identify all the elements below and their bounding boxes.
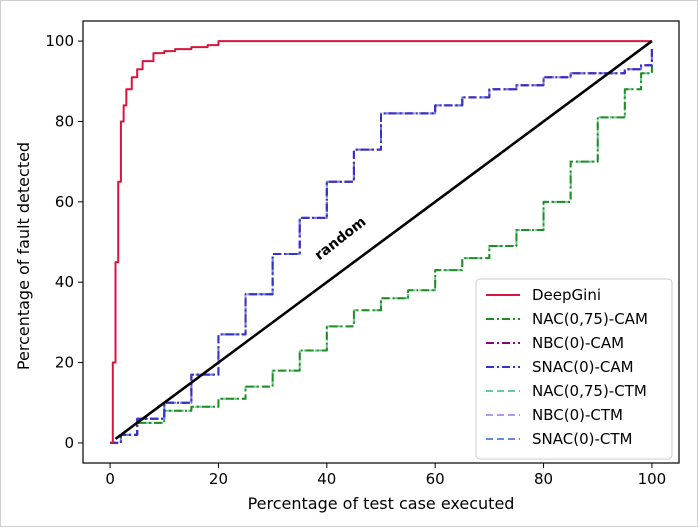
legend-label: DeepGini [532, 286, 601, 304]
x-tick-label: 80 [534, 470, 553, 488]
legend-label: NBC(0)-CTM [532, 406, 623, 424]
x-tick-label: 0 [105, 470, 115, 488]
x-tick-label: 20 [209, 470, 228, 488]
y-tick-label: 20 [55, 354, 74, 372]
series-line-nac-0-75-cam [110, 49, 653, 444]
legend-label: SNAC(0)-CTM [532, 430, 632, 448]
legend-label: NAC(0,75)-CAM [532, 310, 648, 328]
series-line-deepgini [110, 40, 652, 444]
x-tick-label: 100 [638, 470, 667, 488]
legend-label: SNAC(0)-CAM [532, 358, 634, 376]
y-tick-label: 0 [64, 434, 74, 452]
series-layer [110, 40, 653, 444]
y-axis-label: Percentage of fault detected [14, 142, 33, 370]
x-tick-label: 40 [317, 470, 336, 488]
legend: DeepGini NAC(0,75)-CAM NBC(0)-CAM SNAC(0)-C… [475, 278, 673, 460]
y-tick-label: 40 [55, 273, 74, 291]
y-tick-label: 100 [45, 32, 74, 50]
axes-layer: 0 20 40 60 80 100 0 20 40 60 80 100 [45, 32, 666, 488]
legend-label: NAC(0,75)-CTM [532, 382, 647, 400]
plot-area [82, 20, 680, 464]
plot-border [82, 20, 680, 464]
x-tick-label: 60 [426, 470, 445, 488]
legend-label: NBC(0)-CAM [532, 334, 624, 352]
y-tick-label: 80 [55, 112, 74, 130]
y-tick-label: 60 [55, 193, 74, 211]
random-reference-line [114, 40, 653, 440]
series-line-snac-0-cam [110, 49, 653, 444]
x-axis-label: Percentage of test case executed [248, 494, 515, 513]
legend-box [475, 278, 673, 460]
